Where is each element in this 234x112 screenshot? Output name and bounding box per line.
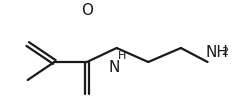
Text: H: H bbox=[117, 51, 126, 61]
Text: O: O bbox=[81, 2, 93, 17]
Text: NH: NH bbox=[206, 44, 228, 59]
Text: N: N bbox=[109, 59, 120, 74]
Text: 2: 2 bbox=[221, 47, 229, 57]
